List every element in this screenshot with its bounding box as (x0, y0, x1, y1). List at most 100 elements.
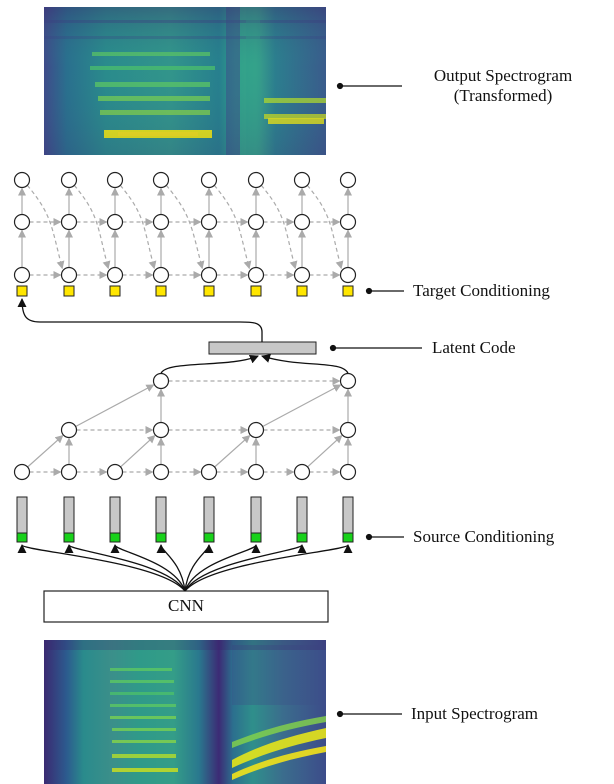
decoder-node (247, 213, 265, 231)
source-conditioning-square (16, 532, 28, 543)
decoder-node (13, 171, 31, 189)
cnn-fanout-arrow (184, 544, 307, 592)
source-feature-bar (155, 496, 167, 534)
decoder-node (106, 266, 124, 284)
source-conditioning-square (109, 532, 121, 543)
cnn-fanout-arrow (184, 544, 214, 592)
decoder-feedback-edge (306, 184, 344, 270)
decoder-node (293, 171, 311, 189)
encoder-node (293, 463, 311, 481)
target-conditioning-square (342, 285, 354, 297)
decoder-node (152, 213, 170, 231)
cnn-block (43, 590, 329, 623)
source-feature-bar (342, 496, 354, 534)
target-conditioning-square (155, 285, 167, 297)
decoder-feedback-edge (119, 184, 157, 270)
decoder-feedback-edge (73, 184, 111, 270)
encoder-node (339, 421, 357, 439)
encoder-diagonal-edge (120, 435, 156, 468)
source-feature-bar (296, 496, 308, 534)
source-feature-bar (109, 496, 121, 534)
decoder-node (200, 266, 218, 284)
latent-to-decoder-arrow (17, 298, 263, 342)
source-conditioning-label: Source Conditioning (413, 527, 555, 546)
target-conditioning-square (16, 285, 28, 297)
decoder-feedback-edge (260, 184, 298, 270)
label-leaders (329, 82, 422, 718)
latent-code-label: Latent Code (432, 338, 516, 357)
cnn-label: CNN (168, 596, 204, 615)
target-conditioning-square (109, 285, 121, 297)
decoder-node (339, 266, 357, 284)
output-spectrogram-title: Output Spectrogram (433, 66, 573, 85)
target-conditioning-square (250, 285, 262, 297)
encoder-node (13, 463, 31, 481)
input-spectrogram-label: Input Spectrogram (411, 704, 538, 723)
cnn-fanout-arrow (64, 544, 186, 592)
decoder-node (13, 213, 31, 231)
decoder-node (60, 266, 78, 284)
input-spectrogram (44, 640, 326, 784)
conditioning-connections (17, 298, 353, 592)
decoder-node (339, 213, 357, 231)
source-feature-bar (16, 496, 28, 534)
cnn-fanout-arrow (156, 544, 186, 592)
source-conditioning-square (203, 532, 215, 543)
decoder-feedback-edge (26, 184, 65, 270)
cnn-fanout-arrow (110, 544, 186, 592)
decoder-node (247, 266, 265, 284)
decoder-node (152, 171, 170, 189)
encoder-node (247, 463, 265, 481)
decoder-feedback-edge (165, 184, 205, 270)
encoder-node (200, 463, 218, 481)
source-conditioning-square (155, 532, 167, 543)
decoder-node (60, 213, 78, 231)
source-feature-bar (250, 496, 262, 534)
target-conditioning-square (203, 285, 215, 297)
encoder-node (60, 463, 78, 481)
source-conditioning-square (250, 532, 262, 543)
target-conditioning-square (63, 285, 75, 297)
decoder-node (60, 171, 78, 189)
encoder-diagonal-edge (307, 435, 343, 468)
encoder-diagonal-edge (27, 434, 64, 468)
cnn-fanout-arrow (184, 544, 353, 592)
source-encoder-network (13, 372, 357, 543)
encoder-diagonal-edge (262, 384, 342, 428)
decoder-node (293, 266, 311, 284)
target-decoder-network (13, 171, 357, 297)
encoder-node (247, 421, 265, 439)
decoder-node (200, 213, 218, 231)
encoder-node (106, 463, 124, 481)
encoder-diagonal-edge (214, 434, 251, 468)
decoder-node (106, 213, 124, 231)
encoder-to-latent-arrow (261, 354, 349, 374)
source-feature-bar (203, 496, 215, 534)
encoder-to-latent-arrow (160, 355, 259, 374)
output-spectrogram (44, 7, 326, 155)
decoder-node (339, 171, 357, 189)
output-spectrogram-subtitle: (Transformed) (453, 86, 553, 105)
encoder-node (60, 421, 78, 439)
decoder-node (106, 171, 124, 189)
source-conditioning-square (63, 532, 75, 543)
decoder-node (13, 266, 31, 284)
source-feature-bar (63, 496, 75, 534)
decoder-node (293, 213, 311, 231)
source-conditioning-square (296, 532, 308, 543)
decoder-node (152, 266, 170, 284)
decoder-node (200, 171, 218, 189)
encoder-node (339, 463, 357, 481)
target-conditioning-label: Target Conditioning (413, 281, 550, 300)
cnn-fanout-arrow (184, 544, 261, 592)
encoder-node (152, 463, 170, 481)
decoder-feedback-edge (213, 184, 252, 270)
latent-code-bar (208, 341, 317, 355)
cnn-fanout-arrow (17, 544, 186, 592)
encoder-diagonal-edge (75, 384, 155, 428)
encoder-node (339, 372, 357, 390)
encoder-node (152, 372, 170, 390)
encoder-node (152, 421, 170, 439)
target-conditioning-square (296, 285, 308, 297)
